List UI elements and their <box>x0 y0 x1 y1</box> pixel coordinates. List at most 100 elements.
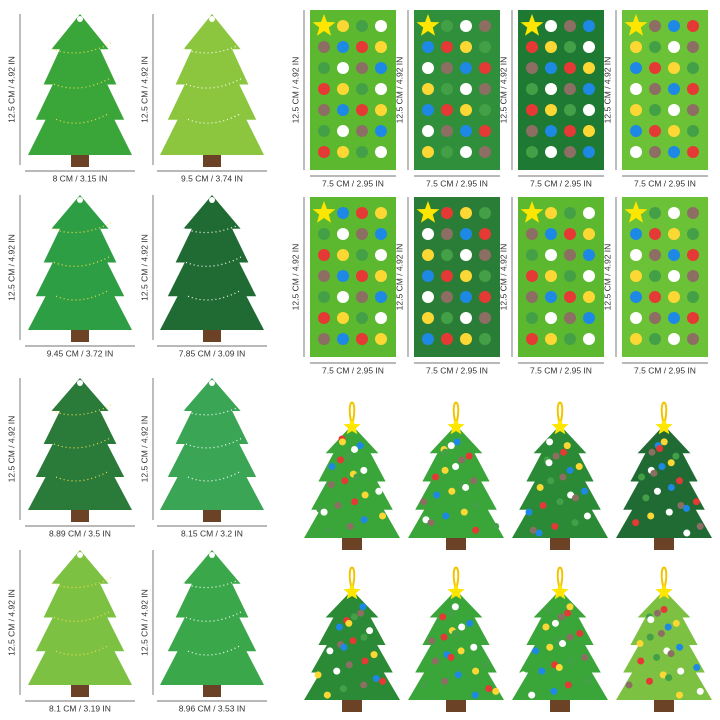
tree-trunk <box>550 698 570 712</box>
sticker <box>375 20 387 32</box>
ornament <box>472 526 480 534</box>
tree-trunk <box>203 683 221 697</box>
width-label: 8.1 CM / 3.19 IN <box>49 703 111 713</box>
ornament <box>447 653 455 661</box>
sticker <box>583 83 595 95</box>
height-label: 12.5 CM / 4.92 IN <box>139 589 149 656</box>
garland <box>185 77 243 89</box>
ornament <box>556 498 564 506</box>
sticker <box>630 146 642 158</box>
sticker <box>441 249 453 261</box>
width-label: 7.5 CM / 2.95 IN <box>322 178 384 188</box>
sticker <box>687 146 699 158</box>
sticker <box>337 228 349 240</box>
sticker <box>668 207 680 219</box>
sticker <box>337 291 349 303</box>
sticker <box>583 291 595 303</box>
sticker <box>479 146 491 158</box>
ornament <box>340 643 348 651</box>
sticker <box>687 291 699 303</box>
ornament <box>657 629 665 637</box>
star-sticker <box>312 201 336 223</box>
sticker <box>460 249 472 261</box>
sticker <box>422 41 434 53</box>
tree-trunk <box>203 153 221 167</box>
ornament <box>538 667 546 675</box>
sticker <box>649 312 661 324</box>
garland <box>183 577 244 589</box>
ornament <box>360 633 368 641</box>
ornament <box>535 529 543 537</box>
ornament <box>536 483 544 491</box>
sticker <box>356 270 368 282</box>
ornament <box>341 477 349 485</box>
sticker <box>649 228 661 240</box>
sticker <box>687 270 699 282</box>
hanging-hole <box>209 197 215 203</box>
height-label: 12.5 CM / 4.92 IN <box>290 244 300 311</box>
sticker <box>460 207 472 219</box>
sticker <box>441 270 453 282</box>
star-sticker <box>624 201 648 223</box>
sticker <box>545 62 557 74</box>
sticker <box>356 83 368 95</box>
ornament <box>360 466 368 474</box>
ornament <box>551 522 559 530</box>
sticker <box>668 125 680 137</box>
tree <box>28 378 132 510</box>
ornament <box>492 687 500 695</box>
sticker <box>375 228 387 240</box>
ornament <box>462 483 470 491</box>
ornament <box>557 613 565 621</box>
sticker <box>687 104 699 116</box>
sticker <box>545 228 557 240</box>
sticker <box>583 249 595 261</box>
ornament <box>333 667 341 675</box>
sticker <box>583 228 595 240</box>
ornament <box>677 502 685 509</box>
sticker <box>460 291 472 303</box>
sticker <box>526 125 538 137</box>
sticker <box>545 333 557 345</box>
ornament <box>653 653 661 661</box>
ornament <box>539 502 547 509</box>
ornament <box>528 691 536 699</box>
sticker <box>545 83 557 95</box>
ornament <box>566 633 574 641</box>
ornament <box>580 487 588 495</box>
sticker <box>356 20 368 32</box>
ornament <box>555 663 563 671</box>
ornament <box>366 627 374 635</box>
ribbon-loop <box>452 566 460 591</box>
sticker <box>337 146 349 158</box>
sticker <box>564 312 576 324</box>
ornament <box>360 681 368 689</box>
sticker <box>649 291 661 303</box>
sticker <box>460 41 472 53</box>
ribbon-loop <box>348 401 356 426</box>
sticker <box>526 333 538 345</box>
tree-trunk <box>71 683 89 697</box>
star-topper <box>551 418 569 435</box>
sticker <box>687 207 699 219</box>
sticker <box>479 291 491 303</box>
width-label: 9.45 CM / 3.72 IN <box>47 348 114 358</box>
ornament <box>525 508 533 516</box>
ornament <box>314 671 322 679</box>
tree <box>616 590 712 700</box>
ornament <box>454 671 462 679</box>
tree-trunk <box>71 508 89 522</box>
ornament <box>345 661 353 669</box>
ornament <box>559 473 567 481</box>
tree-trunk <box>203 508 221 522</box>
height-label: 12.5 CM / 4.92 IN <box>6 589 16 656</box>
decorated-tree <box>408 566 504 712</box>
ornament <box>325 526 333 534</box>
garland <box>55 470 110 482</box>
tree-cutout <box>28 195 132 342</box>
sticker <box>356 249 368 261</box>
ornament <box>672 619 680 627</box>
sticker <box>375 62 387 74</box>
width-label: 7.5 CM / 2.95 IN <box>530 365 592 375</box>
